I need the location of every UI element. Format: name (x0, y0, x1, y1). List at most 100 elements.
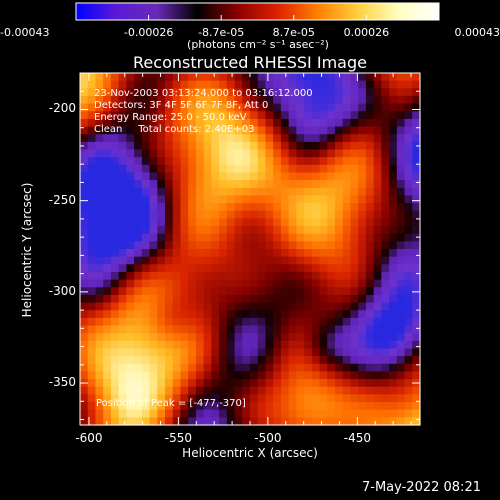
heatmap-cell (296, 409, 305, 418)
heatmap-cell (265, 371, 274, 380)
heatmap-cell (219, 73, 228, 82)
heatmap-cell (304, 134, 313, 143)
heatmap-cell (250, 348, 259, 357)
heatmap-cell (80, 386, 89, 395)
heatmap-cell (103, 149, 112, 158)
heatmap-cell (319, 402, 328, 411)
heatmap-cell (288, 95, 297, 105)
heatmap-cell (157, 333, 166, 342)
heatmap-cell (242, 287, 251, 296)
heatmap-cell (296, 317, 305, 327)
heatmap-cell (373, 218, 382, 227)
heatmap-cell (381, 356, 390, 365)
heatmap-cell (296, 402, 305, 411)
heatmap-cell (149, 210, 158, 219)
heatmap-cell (365, 218, 375, 227)
heatmap-cell (389, 363, 398, 373)
heatmap-cell (103, 203, 112, 212)
heatmap-cell (373, 417, 382, 426)
heatmap-cell (280, 317, 290, 327)
heatmap-cell (103, 157, 112, 166)
heatmap-cell (365, 363, 375, 373)
heatmap-cell (95, 95, 104, 105)
heatmap-cell (311, 149, 321, 158)
heatmap-cell (265, 157, 274, 166)
heatmap-cell (87, 180, 97, 189)
heatmap-cell (134, 195, 143, 204)
heatmap-cell (304, 203, 313, 212)
heatmap-cell (373, 95, 382, 105)
heatmap-cell (188, 95, 197, 105)
heatmap-cell (157, 325, 166, 334)
heatmap-cell (226, 157, 236, 166)
heatmap-cell (80, 348, 89, 357)
heatmap-cell (288, 379, 297, 388)
heatmap-cell (134, 187, 143, 197)
heatmap-cell (149, 279, 158, 288)
heatmap-cell (87, 302, 97, 311)
heatmap-cell (165, 141, 174, 151)
heatmap-cell (311, 233, 321, 242)
heatmap-cell (134, 118, 143, 128)
heatmap-cell (396, 287, 406, 296)
heatmap-cell (234, 264, 243, 273)
heatmap-cell (95, 325, 104, 334)
heatmap-cell (118, 80, 127, 89)
heatmap-cell (165, 363, 174, 373)
heatmap-cell (373, 126, 382, 135)
heatmap-cell (103, 164, 112, 174)
heatmap-cell (157, 95, 166, 105)
heatmap-cell (95, 371, 104, 380)
heatmap-cell (327, 379, 336, 388)
heatmap-cell (365, 118, 375, 128)
heatmap-cell (126, 417, 135, 426)
heatmap-cell (188, 325, 197, 334)
heatmap-cell (389, 402, 398, 411)
heatmap-cell (319, 210, 328, 219)
heatmap-cell (242, 417, 251, 426)
heatmap-cell (118, 363, 127, 373)
heatmap-cell (373, 356, 382, 365)
heatmap-cell (226, 271, 236, 281)
heatmap-cell (250, 271, 259, 281)
heatmap-cell (342, 233, 352, 242)
heatmap-cell (296, 111, 305, 120)
heatmap-cell (226, 164, 236, 174)
heatmap-cell (250, 180, 259, 189)
heatmap-cell (342, 164, 352, 174)
heatmap-cell (311, 310, 321, 319)
heatmap-cell (172, 371, 182, 380)
heatmap-cell (103, 294, 112, 304)
heatmap-cell (118, 126, 127, 135)
heatmap-cell (180, 249, 189, 258)
heatmap-cell (172, 126, 182, 135)
heatmap-cell (280, 325, 290, 334)
heatmap-cell (80, 164, 89, 174)
axis-ticks (80, 72, 420, 425)
heatmap-cell (203, 203, 212, 212)
heatmap-cell (404, 363, 413, 373)
heatmap-cell (381, 402, 390, 411)
heatmap-cell (350, 394, 359, 403)
heatmap-cell (389, 103, 398, 112)
heatmap-cell (226, 317, 236, 327)
heatmap-cell (404, 73, 413, 82)
heatmap-cell (172, 164, 182, 174)
heatmap-cell (219, 279, 228, 288)
heatmap-cell (381, 226, 390, 235)
heatmap-cell (226, 333, 236, 342)
heatmap-cell (358, 394, 367, 403)
heatmap-cell (103, 325, 112, 334)
heatmap-cell (373, 141, 382, 151)
heatmap-cell (87, 149, 97, 158)
heatmap-cell (327, 279, 336, 288)
heatmap-cell (110, 279, 120, 288)
heatmap-cell (126, 233, 135, 242)
heatmap-cell (311, 386, 321, 395)
heatmap-cell (373, 271, 382, 281)
heatmap-cell (296, 333, 305, 342)
heatmap-cell (250, 203, 259, 212)
x-tick-label: -550 (164, 431, 193, 445)
heatmap-cell (396, 172, 406, 181)
heatmap-cell (257, 226, 267, 235)
